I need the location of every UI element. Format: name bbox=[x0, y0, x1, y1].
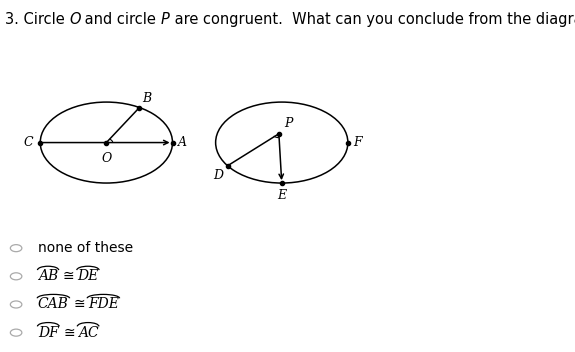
Text: are congruent.  What can you conclude from the diagram?: are congruent. What can you conclude fro… bbox=[170, 12, 575, 27]
Text: 3. Circle: 3. Circle bbox=[5, 12, 69, 27]
Text: ≅: ≅ bbox=[63, 326, 75, 340]
Text: AC: AC bbox=[78, 326, 98, 340]
Text: FDE: FDE bbox=[88, 297, 119, 312]
Text: DF: DF bbox=[38, 326, 59, 340]
Text: D: D bbox=[213, 169, 223, 182]
Text: P: P bbox=[285, 117, 293, 130]
Text: P: P bbox=[161, 12, 170, 27]
Text: and circle: and circle bbox=[81, 12, 161, 27]
Text: C: C bbox=[24, 136, 33, 149]
Text: F: F bbox=[354, 136, 362, 149]
Text: B: B bbox=[143, 92, 151, 105]
Text: CAB: CAB bbox=[38, 297, 69, 312]
Text: none of these: none of these bbox=[38, 241, 133, 255]
Text: E: E bbox=[277, 189, 286, 202]
Text: O: O bbox=[101, 152, 112, 165]
Text: DE: DE bbox=[77, 269, 98, 283]
Text: ≅: ≅ bbox=[63, 269, 74, 283]
Text: O: O bbox=[69, 12, 81, 27]
Text: A: A bbox=[178, 136, 187, 149]
Text: AB: AB bbox=[38, 269, 58, 283]
Text: ≅: ≅ bbox=[74, 297, 85, 312]
